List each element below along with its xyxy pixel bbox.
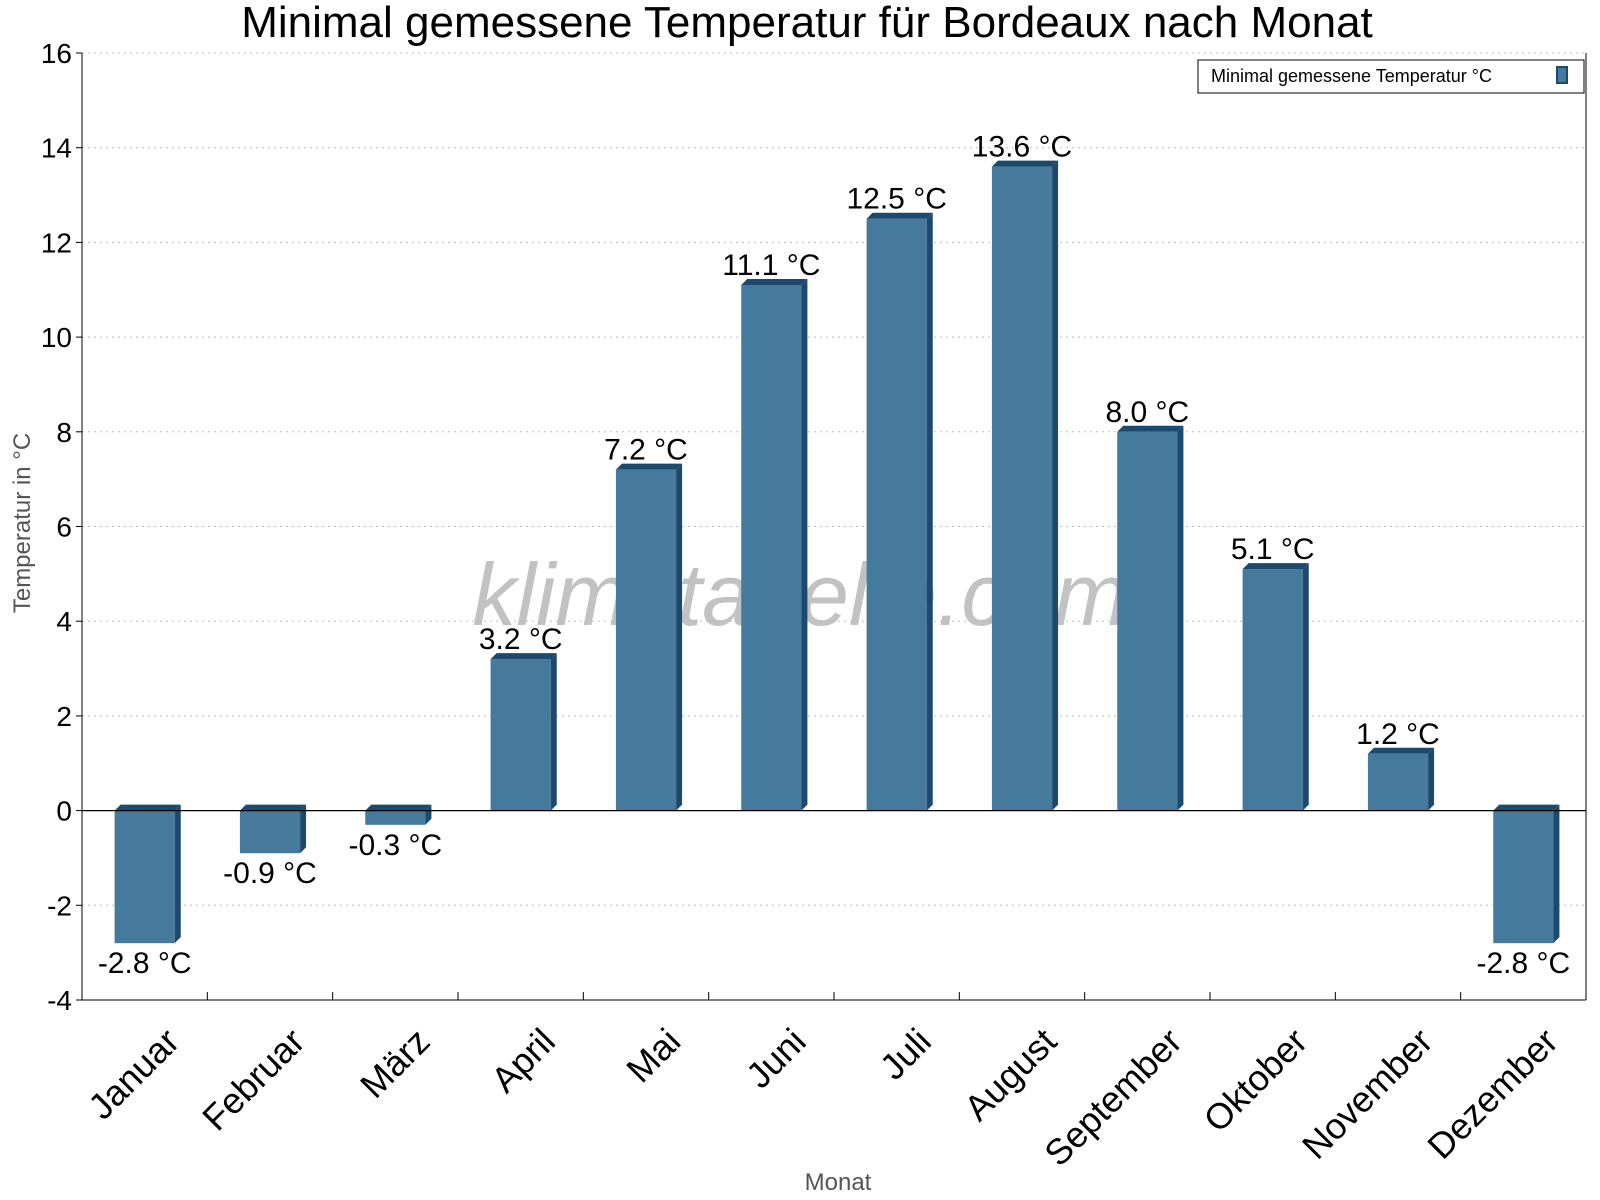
- bar-group: -0.9 °C: [223, 804, 317, 890]
- bar: [741, 285, 802, 811]
- bar-top: [114, 804, 181, 811]
- data-label: 13.6 °C: [972, 131, 1072, 164]
- bar-group: 12.5 °C: [846, 183, 947, 811]
- bar-group: -2.8 °C: [98, 804, 192, 980]
- bar-side: [1177, 425, 1184, 811]
- bar-group: 5.1 °C: [1231, 533, 1315, 811]
- data-label: 12.5 °C: [846, 183, 946, 216]
- bar-side: [1302, 563, 1309, 811]
- bar-group: 11.1 °C: [722, 249, 820, 811]
- bar-group: 8.0 °C: [1105, 396, 1189, 811]
- bar-top: [866, 212, 933, 219]
- bar-side: [1428, 747, 1435, 811]
- data-label: 11.1 °C: [722, 249, 820, 282]
- data-label: 1.2 °C: [1356, 718, 1440, 751]
- month-label: Juni: [738, 1020, 814, 1096]
- bar-side: [550, 653, 557, 811]
- bar: [239, 810, 301, 854]
- bar-top: [490, 653, 557, 660]
- bar-side: [174, 804, 181, 944]
- legend-swatch: [1556, 66, 1568, 84]
- bar: [490, 659, 551, 811]
- y-tick-label: 12: [41, 227, 72, 258]
- month-label: Februar: [194, 1020, 312, 1138]
- data-label: -0.9 °C: [223, 857, 317, 890]
- x-axis-title: Monat: [805, 1169, 872, 1196]
- data-label: -2.8 °C: [1476, 947, 1570, 980]
- data-label: -0.3 °C: [348, 829, 442, 862]
- bar: [1493, 810, 1554, 944]
- y-tick-label: 2: [56, 701, 72, 732]
- bar-top: [365, 804, 432, 811]
- bar: [866, 218, 927, 811]
- bar-group: 3.2 °C: [479, 623, 563, 811]
- bar: [615, 469, 677, 811]
- bar: [114, 810, 175, 944]
- y-tick-label: 16: [41, 38, 72, 69]
- month-label: April: [483, 1020, 563, 1100]
- month-label: Oktober: [1195, 1020, 1315, 1140]
- month-label: September: [1036, 1020, 1190, 1174]
- y-tick-label: 10: [41, 322, 72, 353]
- bar-top: [1242, 563, 1309, 570]
- y-tick-label: 8: [56, 417, 72, 448]
- y-tick-label: 0: [56, 796, 72, 827]
- bar-side: [1052, 160, 1059, 811]
- chart-title: Minimal gemessene Temperatur für Bordeau…: [241, 0, 1373, 47]
- bar-side: [926, 212, 933, 811]
- month-label: Januar: [80, 1020, 187, 1127]
- bar: [1242, 569, 1303, 811]
- month-label: Dezember: [1419, 1020, 1565, 1166]
- bar-side: [300, 804, 307, 854]
- y-tick-label: 4: [56, 606, 72, 637]
- bar-top: [991, 160, 1059, 167]
- bar-top: [741, 279, 808, 286]
- bar-top: [615, 463, 683, 470]
- data-label: 7.2 °C: [604, 434, 688, 467]
- y-tick-label: 14: [41, 133, 72, 164]
- y-tick-label: 6: [56, 512, 72, 543]
- bar: [1117, 431, 1178, 811]
- month-label: März: [352, 1020, 438, 1106]
- month-label: Mai: [618, 1020, 688, 1090]
- bar-group: 13.6 °C: [972, 131, 1072, 811]
- bar: [365, 810, 426, 825]
- legend-box: [1197, 59, 1585, 94]
- bar-side: [425, 804, 432, 825]
- bars: -2.8 °C -0.9 °C -0.3 °C 3.2 °C 7.2 °C 11.1 °C…: [98, 131, 1570, 981]
- data-label: 3.2 °C: [479, 623, 563, 656]
- bar-side: [676, 463, 683, 811]
- bar-group: -0.3 °C: [348, 804, 442, 862]
- data-label: -2.8 °C: [98, 947, 192, 980]
- bar-group: 7.2 °C: [604, 434, 688, 811]
- bar-group: -2.8 °C: [1476, 804, 1570, 980]
- month-label: Juli: [872, 1020, 939, 1087]
- bar-group: 1.2 °C: [1356, 718, 1440, 811]
- bar-side: [1553, 804, 1560, 944]
- bar-top: [1493, 804, 1560, 811]
- data-label: 5.1 °C: [1231, 533, 1315, 566]
- legend-label: Minimal gemessene Temperatur °C: [1211, 66, 1492, 86]
- bar: [1367, 753, 1429, 811]
- month-label: November: [1294, 1020, 1440, 1166]
- bar: [991, 166, 1053, 811]
- data-label: 8.0 °C: [1105, 396, 1189, 429]
- bar-side: [801, 279, 808, 811]
- y-tick-label: -2: [47, 890, 72, 921]
- y-tick-label: -4: [47, 985, 72, 1016]
- legend: Minimal gemessene Temperatur °C: [1197, 59, 1585, 94]
- bar-top: [239, 804, 307, 811]
- bar-top: [1117, 425, 1184, 432]
- month-label: August: [956, 1020, 1064, 1128]
- bar-top: [1367, 747, 1435, 754]
- y-axis-title: Temperatur in °C: [9, 433, 36, 613]
